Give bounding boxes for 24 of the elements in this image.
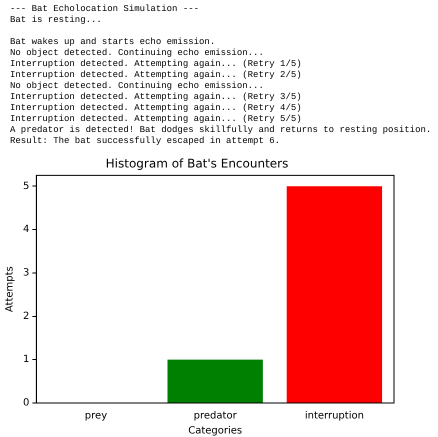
text: Bat wakes up and starts echo emission. <box>10 37 216 48</box>
y-tick-label: 5 <box>22 180 30 192</box>
x-tick-label: predator <box>194 410 238 422</box>
y-axis-title: Attempts <box>4 266 16 312</box>
text: A predator is detected! Bat dodges skillfully and returns to resting position. <box>10 125 432 136</box>
text: Interruption detected. Attempting again... (Retry 4/5) <box>10 103 303 114</box>
y-tick-label: 0 <box>22 398 30 409</box>
x-tick-label: prey <box>84 410 108 422</box>
text: No object detected. Continuing echo emission... <box>10 81 265 92</box>
x-axis-title: Categories <box>188 426 242 437</box>
text: Result: The bat successfully escaped in attempt 6. <box>10 136 282 147</box>
chart-title: Histogram of Bat's Encounters <box>106 156 288 170</box>
text: Bat is resting... <box>10 15 103 26</box>
y-tick-label: 2 <box>22 310 30 322</box>
text: Interruption detected. Attempting again... (Retry 3/5) <box>10 92 303 103</box>
text: Interruption detected. Attempting again... (Retry 1/5) <box>10 59 303 70</box>
y-tick-label: 4 <box>22 224 30 236</box>
text: No object detected. Continuing echo emission... <box>10 48 265 59</box>
text: Interruption detected. Attempting again... (Retry 5/5) <box>10 114 303 125</box>
x-tick-label: interruption <box>304 410 364 422</box>
text: --- Bat Echolocation Simulation --- <box>10 4 200 15</box>
y-tick-label: 1 <box>22 354 30 366</box>
y-tick-label: 3 <box>22 268 30 279</box>
text: Interruption detected. Attempting again... (Retry 2/5) <box>10 70 303 81</box>
